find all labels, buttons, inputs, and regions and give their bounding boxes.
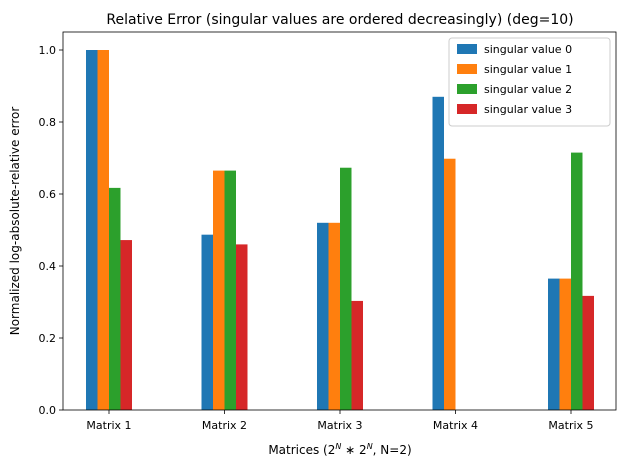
legend-box [448,37,611,127]
bar-series-0-cat-1 [201,234,213,410]
bar-series-0-cat-4 [548,278,560,410]
y-tick-label: 0.8 [39,116,57,129]
y-axis-label: Normalized log-absolute-relative error [8,107,22,336]
x-axis-label: Matrices (2N ∗ 2N, N=2) [268,442,411,457]
y-tick-label: 0.0 [39,404,57,417]
bar-series-3-cat-2 [351,300,363,410]
legend-label-0: singular value 0 [484,43,572,56]
x-tick-label: Matrix 3 [317,419,362,432]
bar-series-2-cat-4 [571,152,583,410]
bar-series-3-cat-4 [582,295,594,410]
bar-series-1-cat-4 [559,278,571,410]
y-axis-ticks: 0.0 0.2 0.4 0.6 0.8 1.0 [39,44,63,417]
y-tick-label: 0.6 [39,188,57,201]
x-axis-ticks: Matrix 1 Matrix 2 Matrix 3 Matrix 4 Matrix 5 [86,410,594,432]
legend-label-2: singular value 2 [484,83,572,96]
bar-series-0-cat-0 [86,50,98,410]
legend-swatch-0 [457,44,477,54]
legend-swatch-2 [457,84,477,94]
bar-series-3-cat-0 [120,240,132,410]
legend-label-1: singular value 1 [484,63,572,76]
legend-label-3: singular value 3 [484,103,572,116]
chart-title: Relative Error (singular values are orde… [106,12,573,28]
bar-series-2-cat-1 [224,170,236,410]
legend-swatch-3 [457,104,477,114]
bar-series-2-cat-2 [340,167,352,410]
x-tick-label: Matrix 1 [86,419,131,432]
y-tick-label: 0.2 [39,332,57,345]
bar-series-0-cat-2 [317,222,329,410]
bar-series-1-cat-3 [444,158,456,410]
bar-series-1-cat-1 [213,170,225,410]
bar-series-3-cat-1 [236,244,248,410]
legend-swatch-1 [457,64,477,74]
y-tick-label: 0.4 [39,260,57,273]
legend: singular value 0 singular value 1 singular… [448,37,611,127]
bar-series-1-cat-0 [97,50,109,410]
bar-series-1-cat-2 [328,222,340,410]
x-tick-label: Matrix 2 [202,419,247,432]
x-tick-label: Matrix 5 [548,419,593,432]
bar-series-2-cat-0 [109,187,121,410]
y-tick-label: 1.0 [39,44,57,57]
plot-frame [62,31,617,411]
bars-group [86,50,594,411]
bar-series-0-cat-3 [432,96,444,411]
x-tick-label: Matrix 4 [433,419,478,432]
